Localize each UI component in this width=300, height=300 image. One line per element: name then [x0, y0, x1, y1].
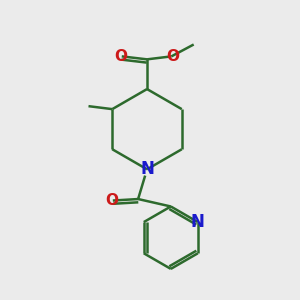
Text: N: N: [140, 160, 154, 178]
Text: O: O: [166, 49, 179, 64]
Text: N: N: [191, 213, 205, 231]
Text: O: O: [105, 193, 118, 208]
Text: O: O: [114, 49, 127, 64]
